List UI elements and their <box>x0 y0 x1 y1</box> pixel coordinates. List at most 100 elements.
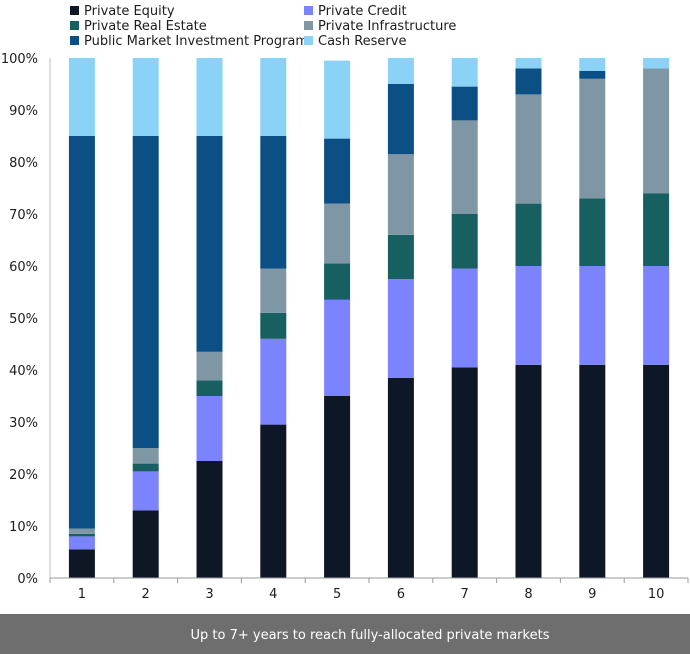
x-axis-label: Up to 7+ years to reach fully-allocated … <box>191 628 550 643</box>
footer-banner: Up to 7+ years to reach fully-allocated … <box>0 614 690 654</box>
bar-segment-cash-reserve <box>68 58 95 136</box>
legend-swatch-private-credit <box>304 6 313 15</box>
bar-segment-private-real-estate <box>260 312 287 339</box>
x-axis: 1 2 3 4 5 6 7 8 9 10 <box>49 577 689 602</box>
x-tick-label: 3 <box>205 587 213 602</box>
legend-label-private-real-estate: Private Real Estate <box>84 19 207 34</box>
legend-swatch-private-equity <box>70 6 79 15</box>
bar-segment-public-market-investment-program <box>451 86 478 121</box>
y-tick-label: 20% <box>9 468 38 483</box>
bar-stack-5 <box>324 60 351 578</box>
x-tick-label: 5 <box>333 587 341 602</box>
y-tick-label: 40% <box>9 364 38 379</box>
bar-stack-1 <box>68 58 95 578</box>
bar-stack-4 <box>260 58 287 578</box>
bar-segment-private-infrastructure <box>132 448 159 464</box>
bar-segment-private-equity <box>260 424 287 578</box>
legend-label-private-credit: Private Credit <box>318 4 407 19</box>
x-tick-label: 7 <box>461 587 469 602</box>
legend-label-private-equity: Private Equity <box>84 4 175 19</box>
bar-segment-public-market-investment-program <box>260 136 287 269</box>
bar-segment-private-credit <box>68 536 95 550</box>
legend-swatch-cash-reserve <box>304 36 313 45</box>
bar-segment-private-equity <box>515 364 542 578</box>
bar-stack-3 <box>196 58 223 578</box>
bar-segment-private-credit <box>260 338 287 425</box>
bar-segment-private-infrastructure <box>68 528 95 534</box>
bar-segment-cash-reserve <box>387 58 414 84</box>
bar-segment-private-real-estate <box>196 380 223 396</box>
bar-segment-cash-reserve <box>451 58 478 87</box>
y-axis: 0% 10% 20% 30% 40% 50% 60% 70% 80% 90% 100% <box>1 52 51 587</box>
bar-segment-private-infrastructure <box>260 268 287 313</box>
bar-segment-private-equity <box>196 461 223 578</box>
bar-segment-private-equity <box>132 510 159 578</box>
bar-segment-private-infrastructure <box>196 351 223 381</box>
y-tick-label: 100% <box>1 52 38 67</box>
bar-segment-private-equity <box>324 396 351 578</box>
bar-stack-2 <box>132 58 159 578</box>
x-tick-label: 4 <box>269 587 277 602</box>
bar-segment-private-infrastructure <box>324 203 351 264</box>
bar-segment-private-real-estate <box>387 234 414 279</box>
y-tick-label: 50% <box>9 312 38 327</box>
footer-background <box>0 614 690 654</box>
bar-segment-private-credit <box>643 266 670 365</box>
bar-segment-public-market-investment-program <box>132 136 159 448</box>
bar-segment-private-credit <box>324 299 351 396</box>
y-tick-label: 70% <box>9 208 38 223</box>
bar-stack-9 <box>579 58 606 578</box>
bar-segment-private-real-estate <box>324 263 351 300</box>
bar-segment-cash-reserve <box>643 58 670 69</box>
legend-label-public-market-investment-program: Public Market Investment Program <box>84 34 308 49</box>
bar-segment-cash-reserve <box>324 60 351 139</box>
bar-segment-public-market-investment-program <box>387 84 414 155</box>
x-tick-label: 2 <box>142 587 150 602</box>
bar-segment-public-market-investment-program <box>196 136 223 352</box>
bar-segment-private-credit <box>387 279 414 378</box>
bar-segment-private-real-estate <box>579 198 606 266</box>
legend-swatch-private-real-estate <box>70 21 79 30</box>
legend-swatch-public-market-investment-program <box>70 36 79 45</box>
y-tick-label: 10% <box>9 520 38 535</box>
bar-segment-cash-reserve <box>132 58 159 136</box>
bar-segment-cash-reserve <box>579 58 606 71</box>
bar-segment-private-credit <box>132 471 159 511</box>
legend-label-private-infrastructure: Private Infrastructure <box>318 19 456 34</box>
x-tick-label: 10 <box>648 587 665 602</box>
bar-segment-private-credit <box>451 268 478 368</box>
bar-segment-private-credit <box>515 266 542 365</box>
bar-segment-private-infrastructure <box>579 78 606 199</box>
bar-segment-public-market-investment-program <box>68 136 95 529</box>
bar-stack-10 <box>643 58 670 578</box>
bar-segment-private-infrastructure <box>451 120 478 214</box>
y-tick-label: 0% <box>17 572 38 587</box>
bars <box>68 58 670 578</box>
bar-segment-cash-reserve <box>196 58 223 136</box>
bar-segment-private-real-estate <box>451 214 478 269</box>
bar-segment-cash-reserve <box>515 58 542 69</box>
bar-segment-private-real-estate <box>132 463 159 472</box>
legend-label-cash-reserve: Cash Reserve <box>318 34 406 49</box>
y-tick-label: 30% <box>9 416 38 431</box>
bar-segment-private-equity <box>68 549 95 578</box>
y-tick-label: 80% <box>9 156 38 171</box>
bar-segment-public-market-investment-program <box>324 138 351 204</box>
bar-segment-cash-reserve <box>260 58 287 136</box>
x-tick-label: 8 <box>524 587 532 602</box>
x-tick-label: 1 <box>78 587 86 602</box>
x-tick-label: 9 <box>588 587 596 602</box>
bar-segment-private-credit <box>579 266 606 365</box>
bar-segment-private-equity <box>643 364 670 578</box>
y-tick-label: 60% <box>9 260 38 275</box>
bar-segment-private-infrastructure <box>387 154 414 235</box>
legend-swatch-private-infrastructure <box>304 21 313 30</box>
legend: Private Equity Private Credit Private Real… <box>70 4 456 49</box>
bar-segment-private-infrastructure <box>643 68 670 194</box>
bar-stack-6 <box>387 58 414 578</box>
x-tick-label: 6 <box>397 587 405 602</box>
bar-segment-private-credit <box>196 396 223 461</box>
bar-stack-8 <box>515 58 542 578</box>
bar-segment-private-infrastructure <box>515 94 542 204</box>
